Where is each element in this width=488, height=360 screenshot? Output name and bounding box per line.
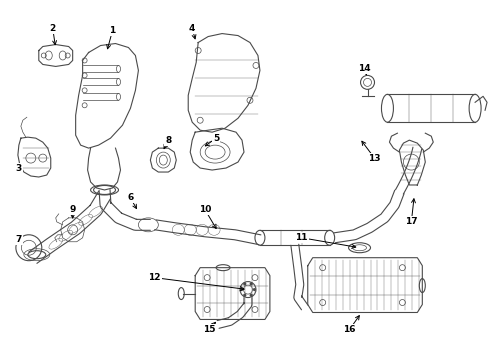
Circle shape xyxy=(252,288,255,291)
Text: 2: 2 xyxy=(49,24,56,33)
Text: 11: 11 xyxy=(295,233,307,242)
Text: 10: 10 xyxy=(199,206,211,215)
Text: 4: 4 xyxy=(189,24,195,33)
Circle shape xyxy=(240,288,243,291)
Text: 1: 1 xyxy=(109,26,115,35)
Text: 8: 8 xyxy=(165,136,171,145)
Circle shape xyxy=(249,294,252,297)
Text: 15: 15 xyxy=(203,325,215,334)
Text: 14: 14 xyxy=(358,64,370,73)
Text: 16: 16 xyxy=(343,325,355,334)
Text: 3: 3 xyxy=(16,163,22,172)
Text: 5: 5 xyxy=(213,134,219,143)
Circle shape xyxy=(243,283,246,285)
Circle shape xyxy=(243,294,246,297)
Text: 6: 6 xyxy=(127,193,133,202)
Text: 17: 17 xyxy=(404,217,417,226)
Text: 9: 9 xyxy=(69,206,76,215)
Circle shape xyxy=(249,283,252,285)
Text: 12: 12 xyxy=(148,273,160,282)
Text: 7: 7 xyxy=(16,235,22,244)
Text: 13: 13 xyxy=(367,154,380,163)
